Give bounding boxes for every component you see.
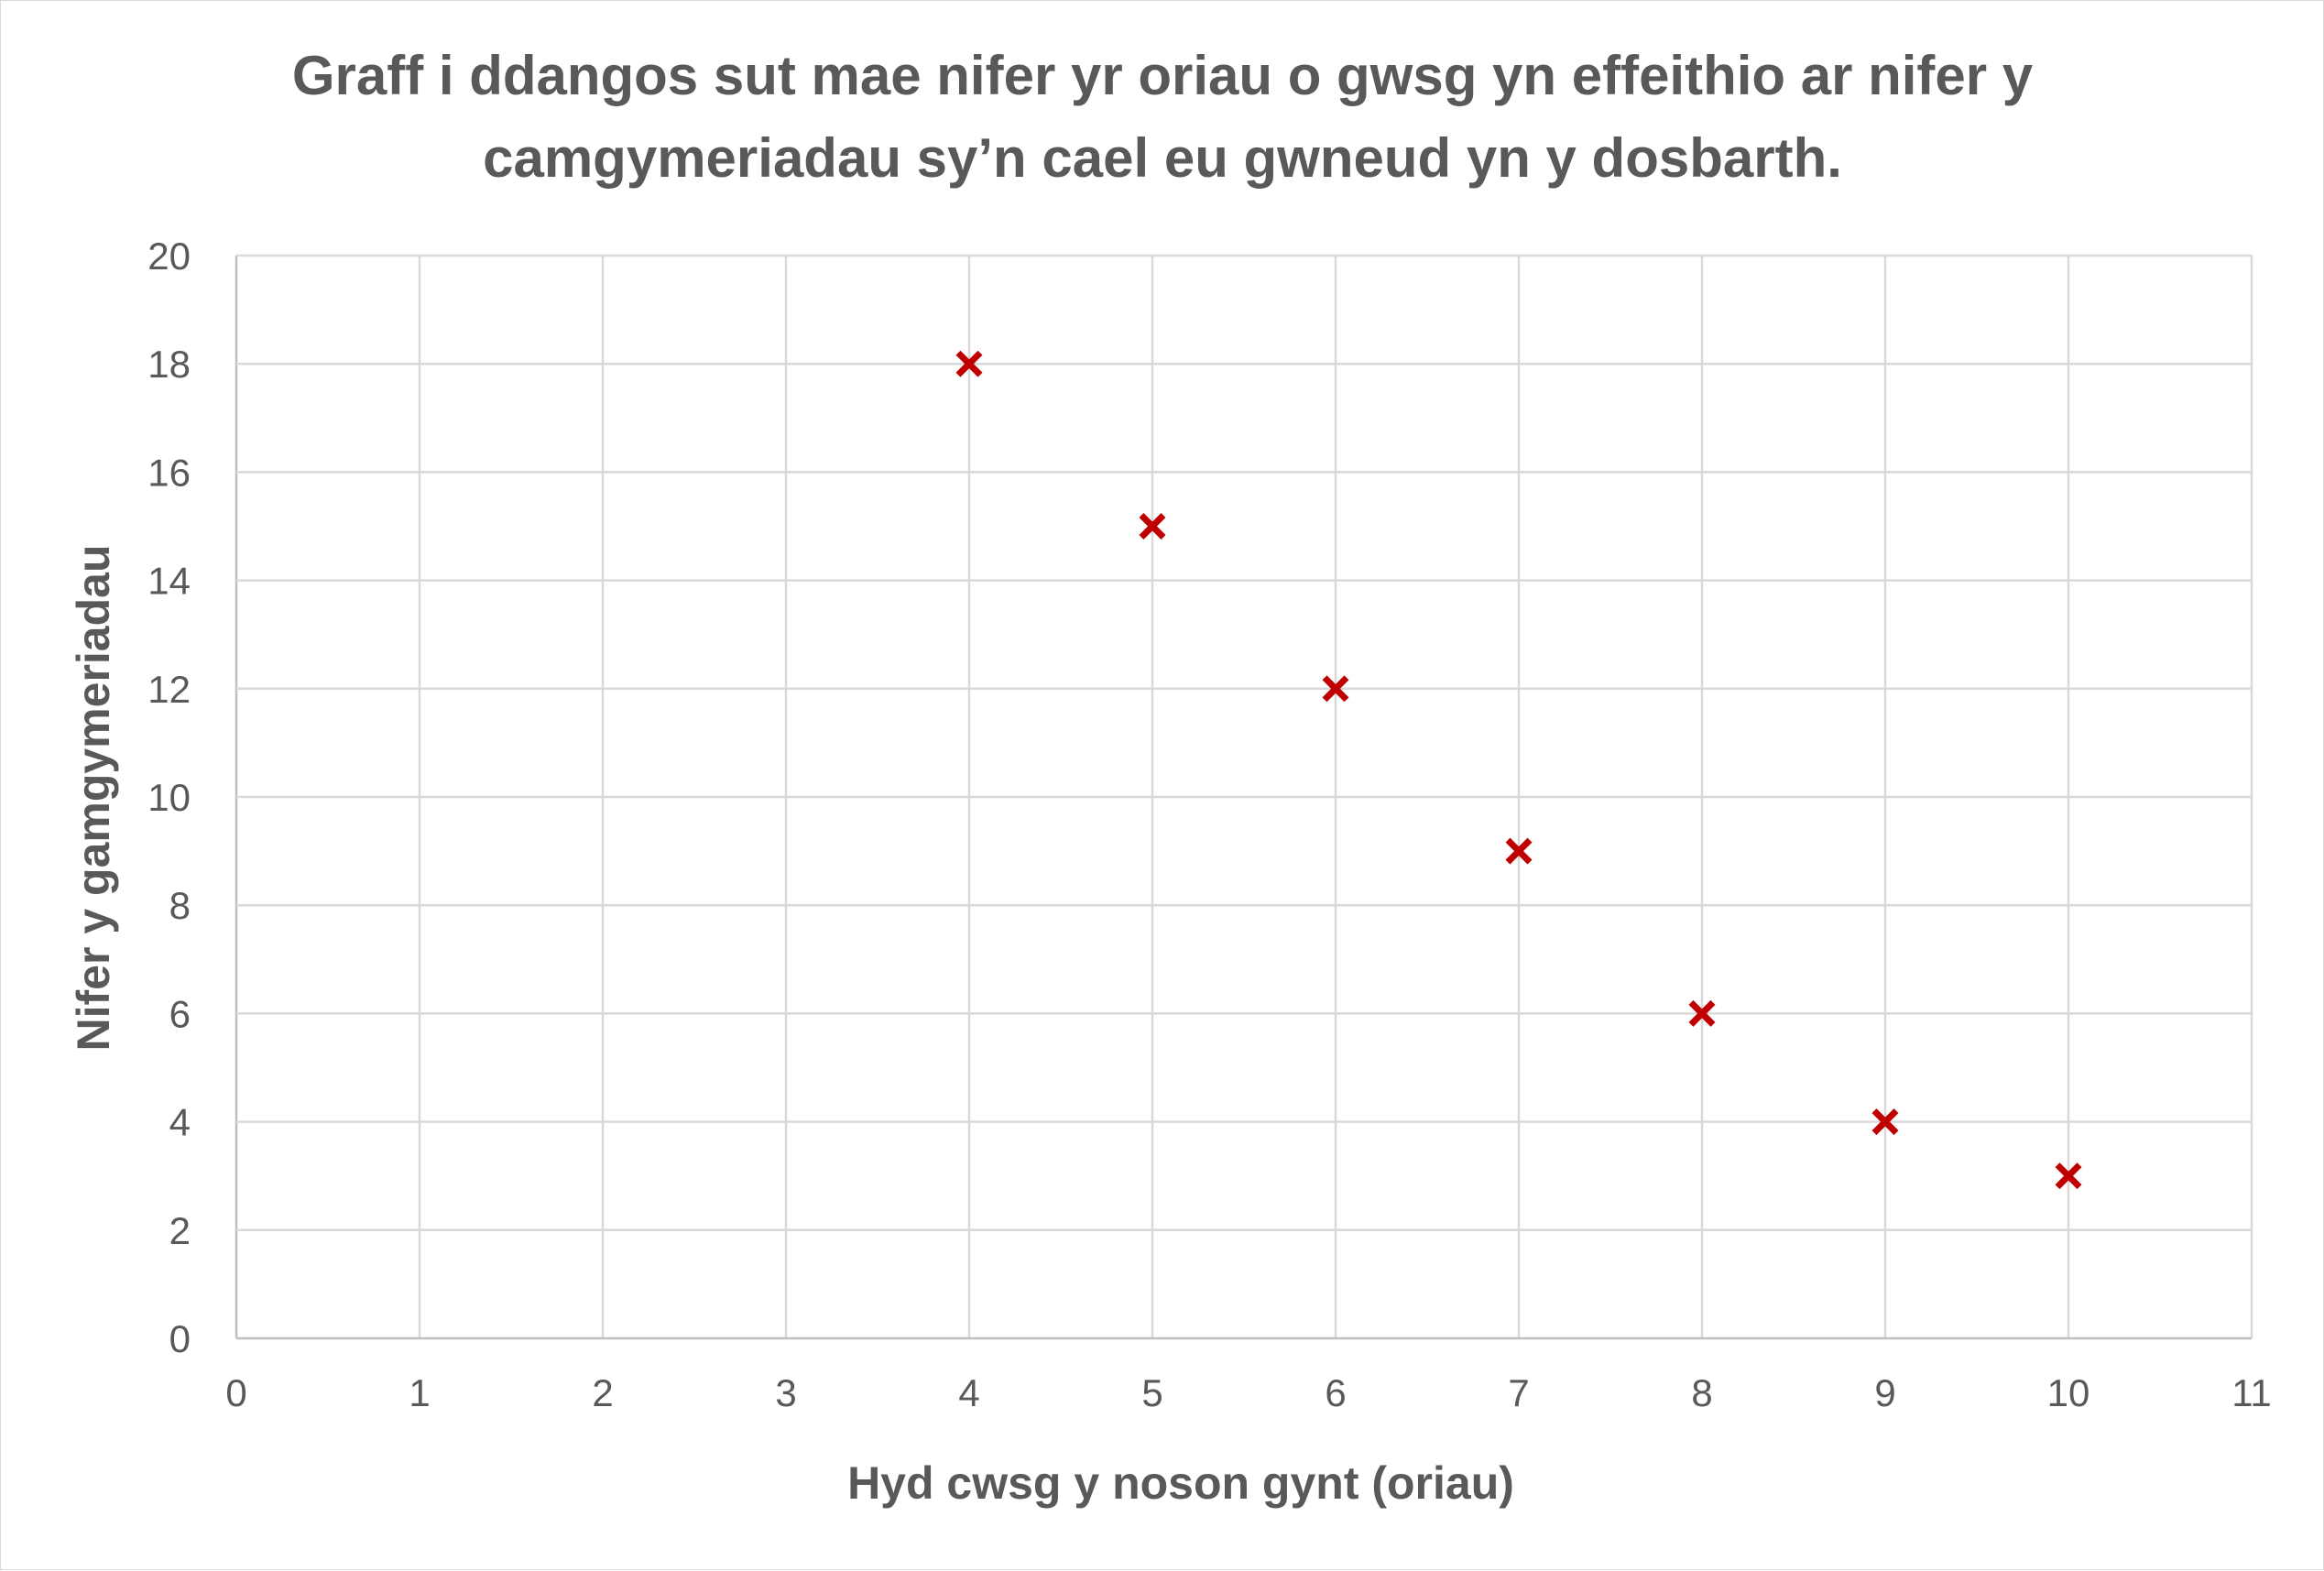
- data-point-marker: [2055, 1162, 2082, 1190]
- x-axis-title: Hyd cwsg y noson gynt (oriau): [847, 1457, 1514, 1509]
- x-tick-label: 7: [1508, 1371, 1529, 1414]
- data-point-marker: [1505, 837, 1533, 865]
- data-point-marker: [1139, 513, 1166, 540]
- y-tick-label: 14: [147, 560, 191, 603]
- y-tick-label: 10: [147, 776, 191, 819]
- x-tick-label: 9: [1874, 1371, 1895, 1414]
- y-tick-label: 0: [169, 1317, 191, 1360]
- chart-title-line-2: camgymeriadau sy’n cael eu gwneud yn y d…: [483, 127, 1842, 189]
- data-point-marker: [1871, 1108, 1899, 1136]
- x-tick-label: 6: [1325, 1371, 1346, 1414]
- x-tick-label: 0: [225, 1371, 246, 1414]
- y-tick-label: 16: [147, 451, 191, 494]
- y-tick-label: 12: [147, 668, 191, 711]
- x-tick-label: 5: [1141, 1371, 1162, 1414]
- x-tick-label: 2: [592, 1371, 613, 1414]
- gridlines: [235, 254, 2253, 1340]
- x-tick-label: 11: [2231, 1371, 2272, 1414]
- y-tick-label: 20: [147, 235, 191, 278]
- y-tick-label: 18: [147, 343, 191, 386]
- data-points: [955, 350, 2082, 1190]
- x-tick-label: 10: [2047, 1371, 2090, 1414]
- x-tick-label: 8: [1691, 1371, 1712, 1414]
- y-tick-label: 8: [169, 884, 191, 927]
- y-axis-title: Nifer y gamgymeriadau: [68, 545, 119, 1052]
- y-tick-label: 2: [169, 1209, 191, 1252]
- data-point-marker: [1688, 999, 1716, 1027]
- x-tick-label: 1: [409, 1371, 430, 1414]
- chart-title-line-1: Graff i ddangos sut mae nifer yr oriau o…: [292, 45, 2034, 106]
- x-tick-label: 4: [958, 1371, 979, 1414]
- x-tick-label: 3: [775, 1371, 796, 1414]
- data-point-marker: [955, 350, 983, 377]
- data-point-marker: [1322, 675, 1349, 703]
- y-tick-label: 4: [169, 1101, 191, 1144]
- y-tick-label: 6: [169, 992, 191, 1035]
